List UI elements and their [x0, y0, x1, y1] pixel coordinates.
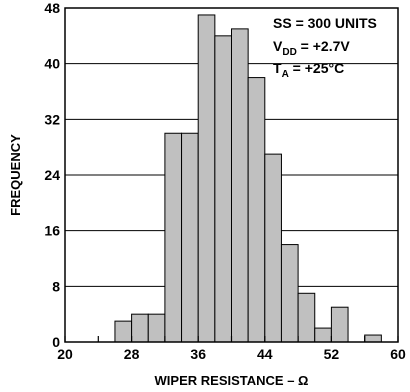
bar-46 [280, 244, 299, 343]
bar-26 [114, 320, 133, 343]
bar-36 [197, 14, 216, 343]
bar-56 [364, 334, 382, 343]
bar-28 [131, 313, 149, 343]
y-tick-label-24: 24 [44, 167, 60, 183]
bar-34 [181, 132, 199, 343]
bar-30 [147, 313, 166, 343]
bar-48 [297, 292, 316, 343]
x-axis-label: WIPER RESISTANCE – Ω [155, 373, 309, 388]
y-axis-label: FREQUENCY [8, 134, 23, 216]
y-tick-label-0: 0 [52, 334, 60, 350]
annotation-3: TA = +25°C [273, 60, 344, 80]
bar-52 [330, 306, 349, 343]
y-tick-label-8: 8 [52, 278, 60, 294]
y-axis-ticks: 0 8 16 24 32 40 48 [44, 0, 60, 350]
bar-42 [247, 77, 266, 343]
bar-38 [214, 35, 233, 343]
y-tick-label-32: 32 [44, 111, 60, 127]
bar-50 [314, 327, 332, 343]
annotation-2: VDD = +2.7V [273, 38, 350, 58]
x-tick-label-28: 28 [124, 346, 140, 362]
x-tick-label-36: 36 [190, 346, 206, 362]
bar-40 [231, 28, 249, 343]
y-tick-label-48: 48 [44, 0, 60, 16]
bar-44 [264, 153, 282, 343]
y-tick-label-16: 16 [44, 223, 60, 239]
bar-32 [164, 132, 183, 343]
x-axis-ticks: 20 28 36 44 52 60 [57, 336, 406, 362]
x-tick-label-60: 60 [390, 346, 406, 362]
x-tick-label-20: 20 [57, 346, 73, 362]
annotation-1: SS = 300 UNITS [273, 15, 377, 31]
x-tick-label-52: 52 [324, 346, 340, 362]
x-tick-label-44: 44 [257, 346, 273, 362]
y-tick-label-40: 40 [44, 56, 60, 72]
